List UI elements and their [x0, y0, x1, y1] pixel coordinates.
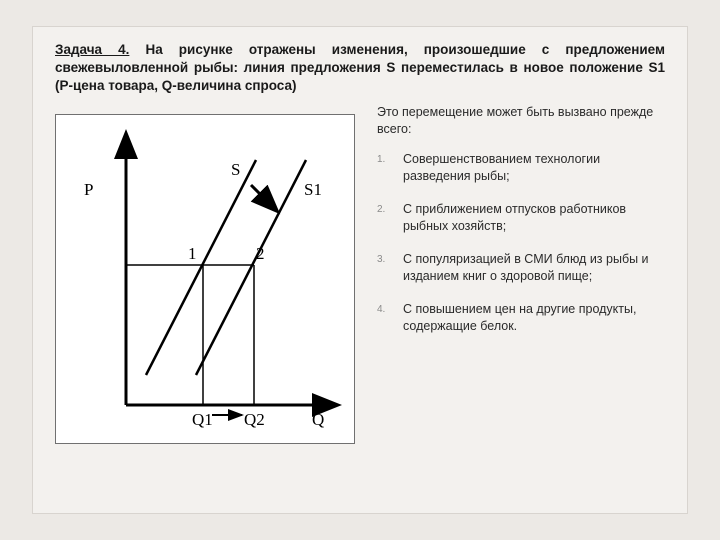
option-text: С повышением цен на другие продукты, сод… [403, 301, 665, 335]
svg-text:S1: S1 [304, 180, 322, 199]
option-text: С популяризацией в СМИ блюд из рыбы и из… [403, 251, 665, 285]
chart-column: P Q S S1 1 2 Q1 Q2 [55, 104, 355, 444]
option-number: 1. [377, 151, 391, 185]
svg-text:S: S [231, 160, 240, 179]
svg-text:Q1: Q1 [192, 410, 213, 429]
option-item: 4. С повышением цен на другие продукты, с… [377, 301, 665, 335]
option-number: 4. [377, 301, 391, 335]
svg-text:P: P [84, 180, 93, 199]
svg-text:Q: Q [312, 410, 324, 429]
task-title: Задача 4. На рисунке отражены изменения,… [55, 41, 665, 96]
content-row: P Q S S1 1 2 Q1 Q2 Это перемещение может быть в… [55, 104, 665, 444]
intro-text: Это перемещение может быть вызвано прежд… [377, 104, 665, 138]
supply-shift-chart: P Q S S1 1 2 Q1 Q2 [55, 114, 355, 444]
svg-text:2: 2 [256, 244, 265, 263]
task-number: Задача 4. [55, 42, 129, 57]
svg-text:1: 1 [188, 244, 197, 263]
slide-card: Задача 4. На рисунке отражены изменения,… [32, 26, 688, 514]
options-list: 1. Совершенствованием технологии разведен… [377, 151, 665, 334]
svg-text:Q2: Q2 [244, 410, 265, 429]
chart-svg: P Q S S1 1 2 Q1 Q2 [56, 115, 356, 445]
option-text: Совершенствованием технологии разведения… [403, 151, 665, 185]
option-text: С приближением отпусков работников рыбны… [403, 201, 665, 235]
task-text: На рисунке отражены изменения, произошед… [55, 42, 665, 93]
option-item: 2. С приближением отпусков работников рыб… [377, 201, 665, 235]
option-item: 1. Совершенствованием технологии разведен… [377, 151, 665, 185]
text-column: Это перемещение может быть вызвано прежд… [377, 104, 665, 444]
option-number: 3. [377, 251, 391, 285]
option-item: 3. С популяризацией в СМИ блюд из рыбы и … [377, 251, 665, 285]
option-number: 2. [377, 201, 391, 235]
